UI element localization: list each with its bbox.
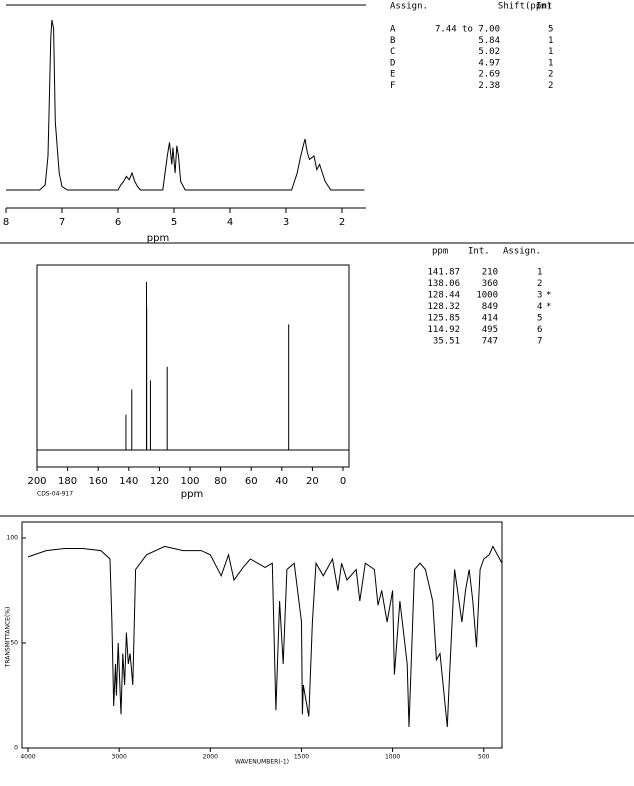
table-cell: 5.02 xyxy=(478,47,500,57)
table-cell: 414 xyxy=(482,314,498,324)
table-cell: F xyxy=(390,81,395,91)
x-tick-label: 3 xyxy=(283,217,289,228)
table-cell: 128.44 xyxy=(427,291,460,301)
plot-frame xyxy=(21,521,503,749)
y-axis-label: TRANSMITTANCE(%) xyxy=(5,607,12,669)
table-cell: 849 xyxy=(482,302,498,312)
table-cell: 114.92 xyxy=(427,325,460,335)
spectrum-line xyxy=(27,545,503,728)
table-header: Shift(ppm) xyxy=(498,2,552,12)
x-axis-label: WAVENUMBER(-1) xyxy=(235,759,289,766)
table-cell: 4.97 xyxy=(478,58,500,68)
x-tick-label: 200 xyxy=(27,476,46,487)
x-tick-label: 100 xyxy=(180,476,199,487)
x-tick-label: 60 xyxy=(245,476,258,487)
y-tick-label: 100 xyxy=(7,535,19,542)
annotation: CDS-04-917 xyxy=(37,491,73,498)
x-tick-label: 180 xyxy=(58,476,77,487)
table-cell: * xyxy=(546,291,551,301)
x-tick-label: 2000 xyxy=(203,754,218,761)
table-cell: 2 xyxy=(548,81,553,91)
table-cell: 138.06 xyxy=(427,279,460,289)
table-cell: D xyxy=(390,58,395,68)
table-header: ppm xyxy=(432,247,448,257)
table-cell: 3 xyxy=(537,291,542,301)
table-cell: 2 xyxy=(537,279,542,289)
x-tick-label: 4000 xyxy=(20,754,35,761)
x-tick-label: 140 xyxy=(119,476,138,487)
table-cell: 125.85 xyxy=(427,314,460,324)
table-header: Int. xyxy=(468,247,490,257)
table-header: Assign. xyxy=(390,2,428,12)
table-cell: 1 xyxy=(548,58,553,68)
table-cell: 6 xyxy=(537,325,542,335)
x-tick-label: 3000 xyxy=(112,754,127,761)
table-cell: 1 xyxy=(548,47,553,57)
table-cell: 4 xyxy=(537,302,542,312)
table-cell: 5 xyxy=(537,314,542,324)
x-tick-label: 500 xyxy=(478,754,490,761)
table-cell: 1000 xyxy=(476,291,498,301)
table-cell: C xyxy=(390,47,395,57)
x-tick-label: 7 xyxy=(59,217,65,228)
y-tick-label: 50 xyxy=(10,640,18,647)
x-tick-label: 40 xyxy=(275,476,288,487)
table-cell: E xyxy=(390,70,395,80)
table-cell: 128.32 xyxy=(427,302,460,312)
table-cell: 210 xyxy=(482,268,498,278)
table-cell: 2 xyxy=(548,70,553,80)
x-tick-label: 1500 xyxy=(294,754,309,761)
table-cell: 2.38 xyxy=(478,81,500,91)
x-tick-label: 120 xyxy=(150,476,169,487)
x-tick-label: 0 xyxy=(340,476,346,487)
x-tick-label: 160 xyxy=(89,476,108,487)
table-cell: 1 xyxy=(548,36,553,46)
table-cell: 7.44 to 7.00 xyxy=(435,25,500,35)
x-axis-label: ppm xyxy=(181,489,203,500)
table-cell: 5.84 xyxy=(478,36,500,46)
table-cell: 360 xyxy=(482,279,498,289)
x-tick-label: 8 xyxy=(3,217,9,228)
table-cell: 5 xyxy=(548,25,553,35)
table-cell: 141.87 xyxy=(427,268,460,278)
x-tick-label: 6 xyxy=(115,217,121,228)
table-cell: 495 xyxy=(482,325,498,335)
table-header: Assign. xyxy=(503,247,541,257)
table-cell: 1 xyxy=(537,268,542,278)
x-tick-label: 1000 xyxy=(385,754,400,761)
table-cell: B xyxy=(390,36,395,46)
table-cell: 7 xyxy=(537,337,542,347)
y-tick-label: 0 xyxy=(14,745,18,752)
table-cell: A xyxy=(390,25,396,35)
x-axis-label: ppm xyxy=(147,233,169,244)
plot-frame xyxy=(36,264,350,468)
spectrum-line xyxy=(6,19,365,191)
table-header: Int xyxy=(536,2,552,12)
table-cell: 35.51 xyxy=(433,337,460,347)
table-cell: 2.69 xyxy=(478,70,500,80)
table-cell: 747 xyxy=(482,337,498,347)
x-tick-label: 5 xyxy=(171,217,177,228)
x-tick-label: 2 xyxy=(339,217,345,228)
x-tick-label: 80 xyxy=(214,476,227,487)
x-tick-label: 20 xyxy=(306,476,319,487)
x-tick-label: 4 xyxy=(227,217,233,228)
table-cell: * xyxy=(546,302,551,312)
